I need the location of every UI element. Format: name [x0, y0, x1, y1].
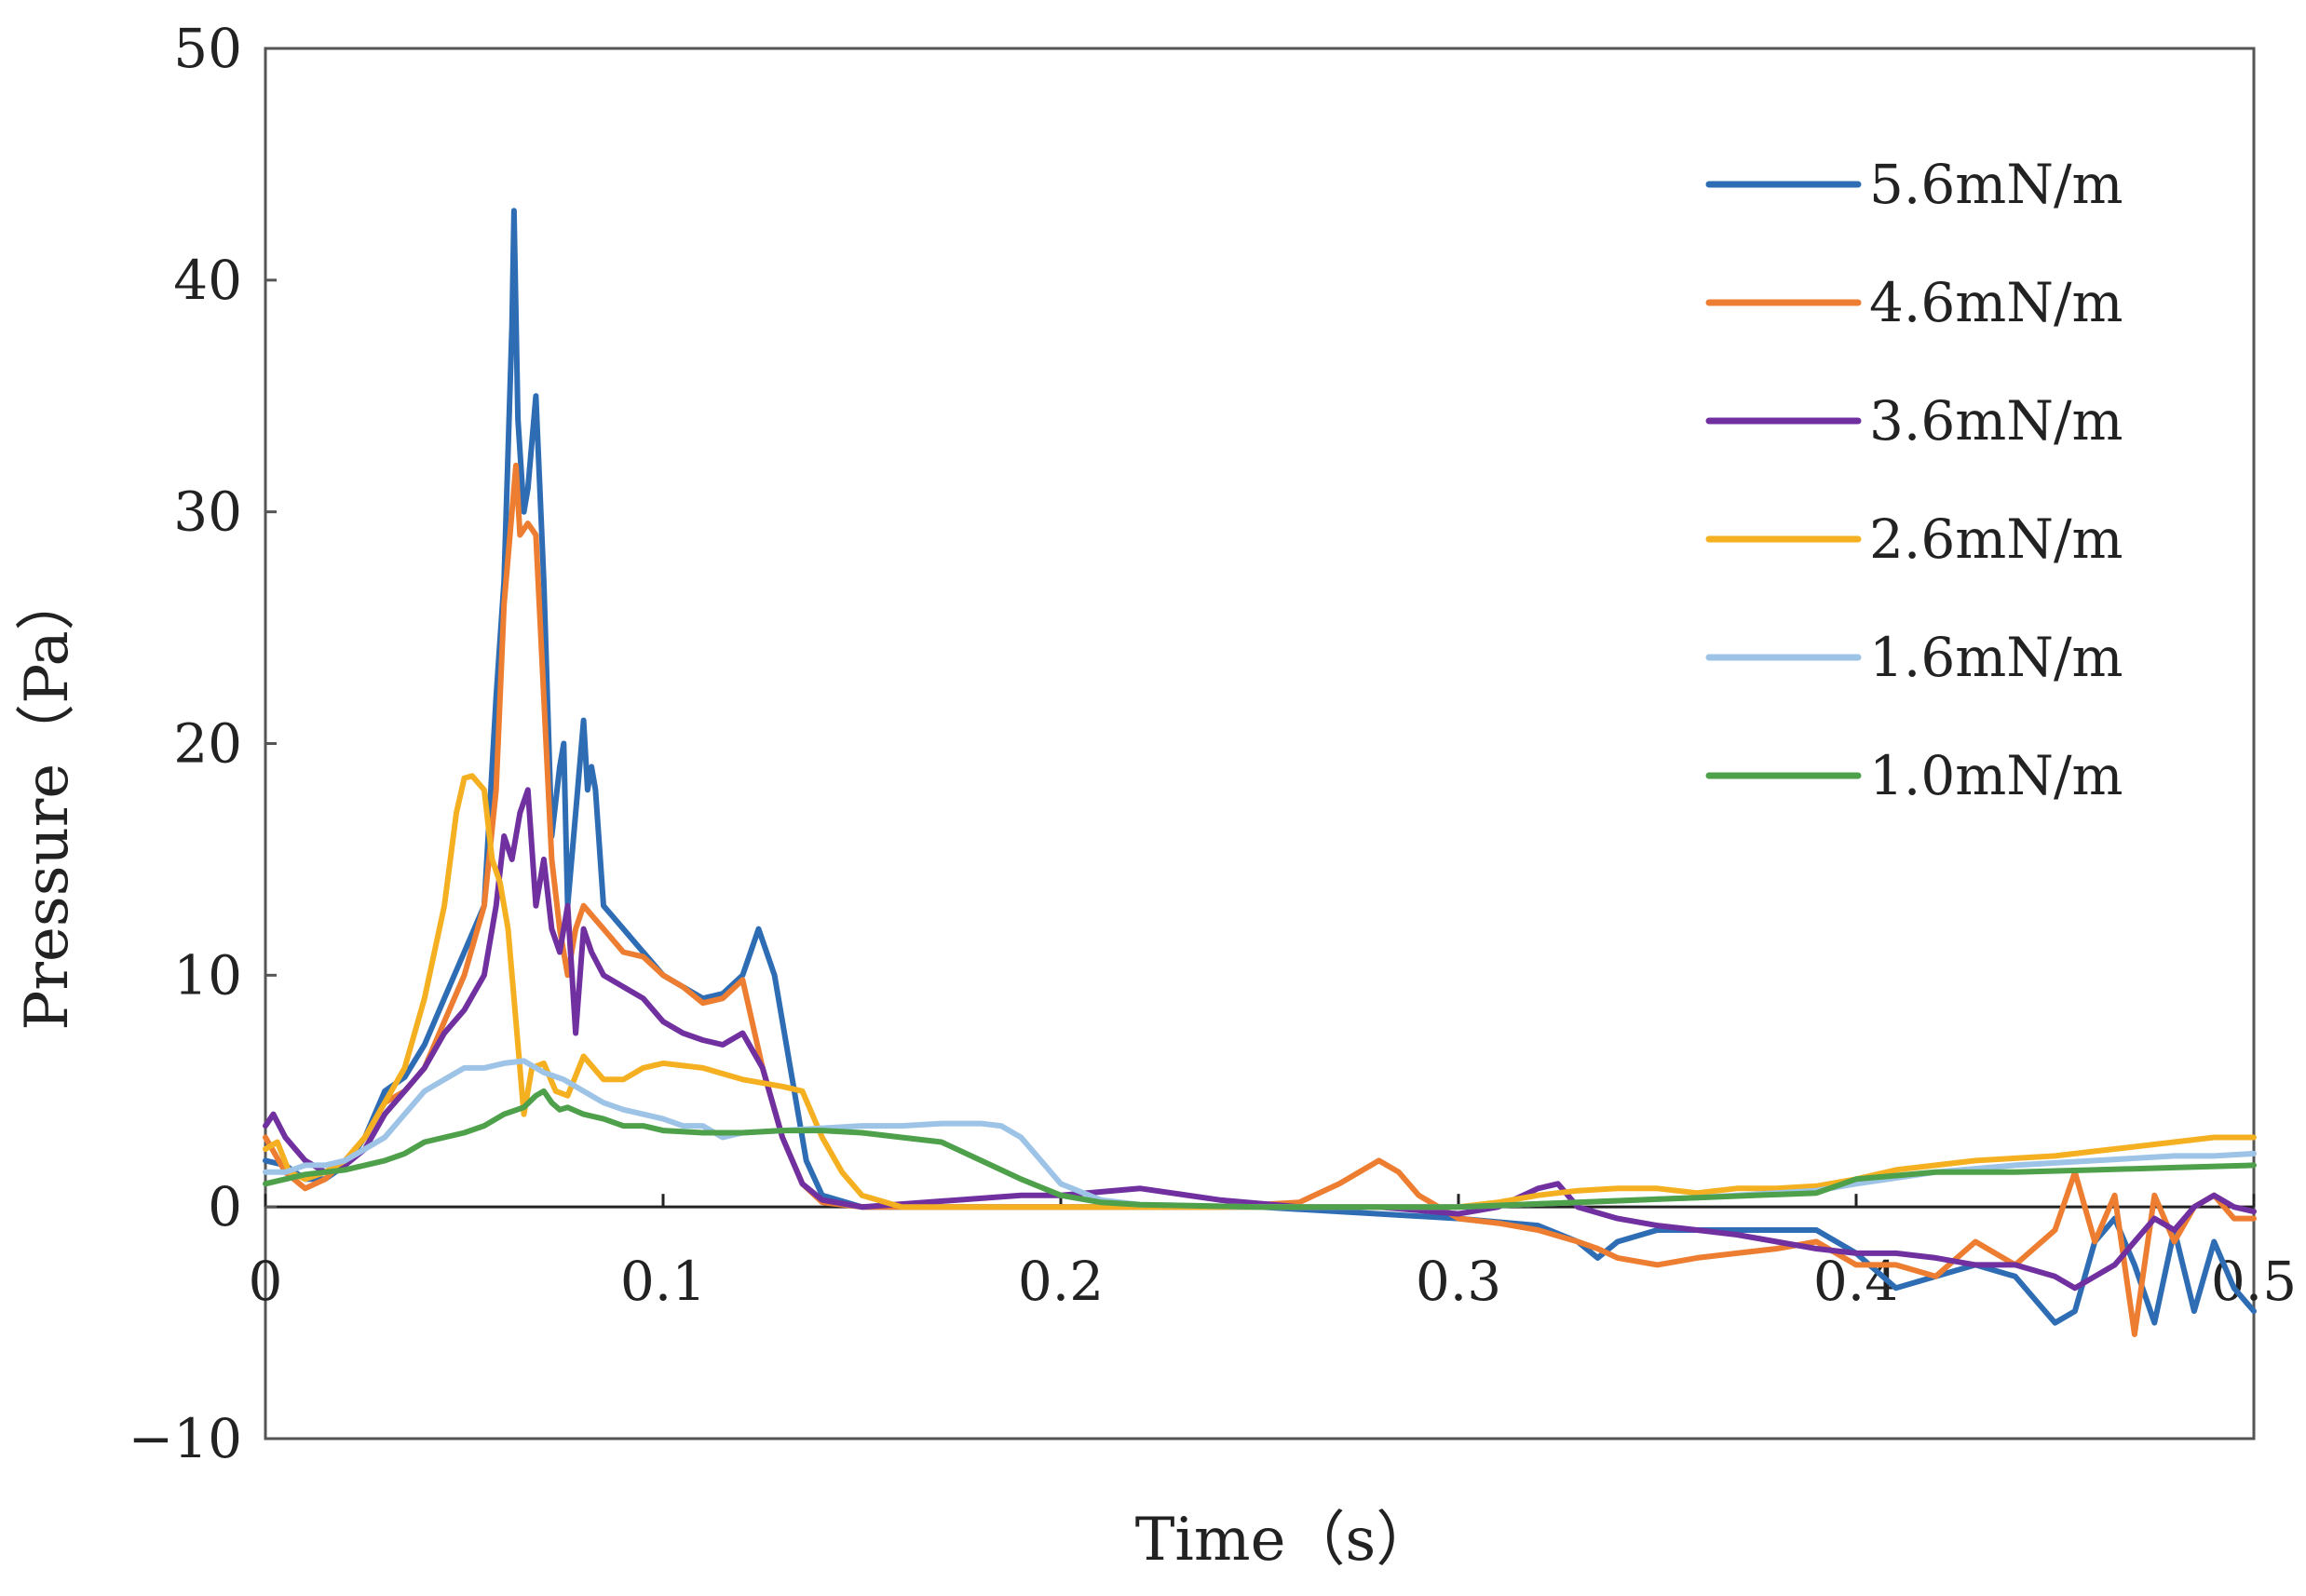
series-line-3-6mn-m — [263, 787, 2257, 1292]
x-tick-label: 0 — [249, 1250, 283, 1313]
x-tick-label: 0.1 — [620, 1250, 706, 1313]
x-axis-ticks: 0 0.1 0.2 0.3 0.4 0.5 — [249, 1194, 2297, 1313]
y-tick-label: 30 — [173, 480, 242, 544]
series-line-1-6mn-m — [263, 1058, 2257, 1211]
series-line-5-6mn-m — [263, 208, 2257, 1326]
y-axis-ticks: −10 0 10 20 30 40 50 — [129, 17, 277, 1470]
legend-label: 3.6mN/m — [1869, 389, 2123, 453]
series-line-1-0mn-m — [263, 1088, 2257, 1211]
y-tick-label: −10 — [129, 1407, 242, 1470]
legend-label: 5.6mN/m — [1869, 153, 2123, 216]
y-tick-label: 40 — [173, 249, 242, 312]
x-tick-label: 0.2 — [1018, 1250, 1104, 1313]
legend-label: 1.0mN/m — [1869, 744, 2123, 807]
y-tick-label: 0 — [208, 1175, 242, 1238]
x-axis-title: Time（s） — [1135, 1506, 1436, 1575]
x-tick-label: 0.5 — [2211, 1250, 2297, 1313]
y-tick-label: 10 — [173, 943, 242, 1007]
x-tick-label: 0.3 — [1416, 1250, 1501, 1313]
y-axis-title: Pressure（Pa） — [13, 571, 82, 1030]
y-tick-label: 20 — [173, 712, 242, 776]
legend-label: 1.6mN/m — [1869, 626, 2123, 689]
legend: 5.6mN/m 4.6mN/m 3.6mN/m 2.6mN/m 1.6mN/m 1.0mN… — [1705, 153, 2123, 807]
legend-label: 4.6mN/m — [1869, 271, 2123, 334]
legend-label: 2.6mN/m — [1869, 507, 2123, 571]
series-lines — [263, 208, 2257, 1337]
y-tick-label: 50 — [173, 17, 242, 80]
